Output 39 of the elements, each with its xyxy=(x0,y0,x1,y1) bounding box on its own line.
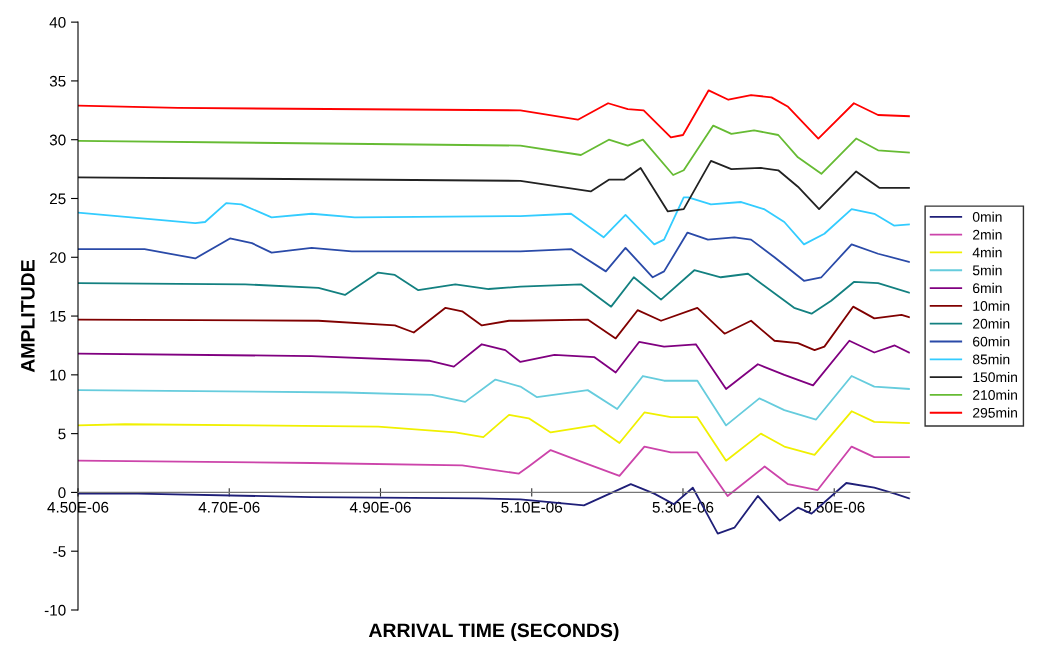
x-tick-label: 5.10E-06 xyxy=(501,501,563,513)
legend-label: 60min xyxy=(973,336,1010,347)
legend-label: 6min xyxy=(973,282,1002,294)
line-series xyxy=(78,269,910,315)
line-series xyxy=(78,231,910,282)
legend-label: 210min xyxy=(973,389,1017,400)
y-tick-label: 0 xyxy=(58,487,66,499)
y-tick-label: 5 xyxy=(58,428,66,440)
line-series xyxy=(78,305,910,352)
y-tick-label: 40 xyxy=(49,17,66,28)
x-tick-label: 4.70E-06 xyxy=(198,501,260,513)
legend-label: 85min xyxy=(972,354,1010,365)
x-axis-title: ARRIVAL TIME (SECONDS) xyxy=(368,622,619,642)
legend-label: 0min xyxy=(972,211,1002,222)
legend-label: 295min xyxy=(973,407,1017,418)
line-series xyxy=(78,410,910,462)
x-tick-label: 4.90E-06 xyxy=(349,501,411,513)
legend-label: 5min xyxy=(972,265,1002,276)
line-series xyxy=(78,124,910,176)
y-tick-label: 10 xyxy=(50,369,66,381)
y-tick-label: 30 xyxy=(49,134,66,146)
legend-label: 2min xyxy=(973,229,1002,240)
y-tick-label: 15 xyxy=(50,311,66,322)
y-tick-label: 20 xyxy=(49,252,66,263)
y-tick-label: 25 xyxy=(49,193,66,205)
line-series xyxy=(78,339,910,390)
legend-label: 150min xyxy=(973,371,1017,383)
line-series xyxy=(78,375,910,427)
line-series xyxy=(78,89,910,140)
y-tick-label: -10 xyxy=(44,604,66,616)
y-axis-title: AMPLITUDE xyxy=(21,260,35,373)
legend-label: 4min xyxy=(972,247,1002,258)
legend-label: 10min xyxy=(973,300,1010,311)
line-series xyxy=(78,159,910,213)
y-tick-label: -5 xyxy=(53,546,66,557)
y-tick-label: 35 xyxy=(49,75,66,87)
legend-label: 20min xyxy=(973,318,1010,329)
line-series xyxy=(78,445,910,497)
line-series xyxy=(78,196,910,246)
